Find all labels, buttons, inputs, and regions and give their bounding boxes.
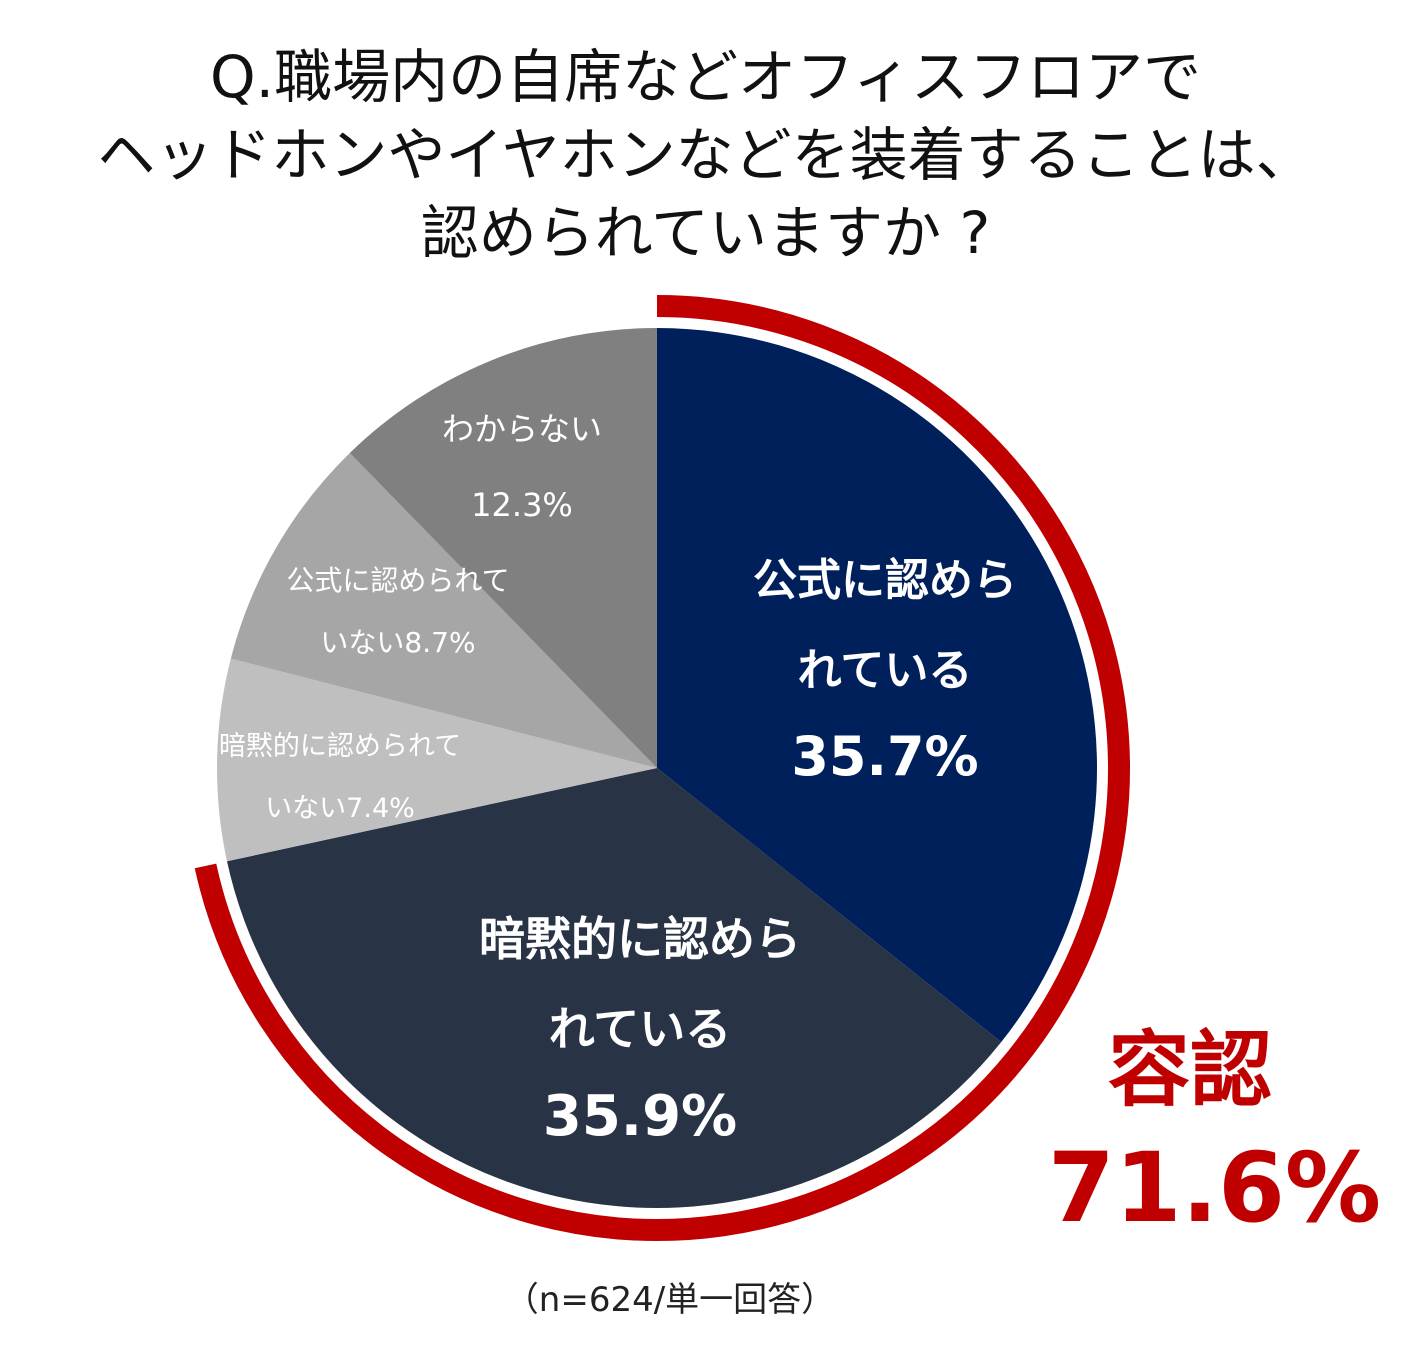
pie-slice-4 — [230, 452, 657, 768]
title-line-3: 認められていますか ? — [420, 199, 991, 267]
pie-slice-3 — [216, 658, 657, 862]
slice-label-5: わからない 12.3% — [442, 410, 602, 524]
pie-slice-2 — [227, 768, 1002, 1208]
title-line-2: ヘッドホンやイヤホンなどを装着することは、 — [97, 121, 1314, 189]
pie-slice-1 — [657, 328, 1097, 1043]
pie-slice-5 — [349, 328, 657, 768]
summary-value: 71.6% — [1048, 1132, 1382, 1244]
slice-label-2: 暗黙的に認められている 35.9% — [479, 912, 801, 1149]
title-line-1: Q.職場内の自席などオフィスフロアで — [210, 43, 1201, 111]
summary-label: 容認 — [1108, 1023, 1273, 1118]
slice-label-4: 公式に認められていない8.7% — [286, 564, 509, 659]
slice-label-1: 公式に認められている 35.7% — [753, 555, 1017, 788]
highlight-arc — [194, 295, 1130, 1241]
sample-note: （n=624/単一回答） — [504, 1280, 836, 1320]
chart-title: Q.職場内の自席などオフィスフロアで ヘッドホンやイヤホンなどを装着することは、… — [0, 38, 1411, 272]
slice-label-3: 暗黙的に認められていない7.4% — [219, 731, 461, 824]
